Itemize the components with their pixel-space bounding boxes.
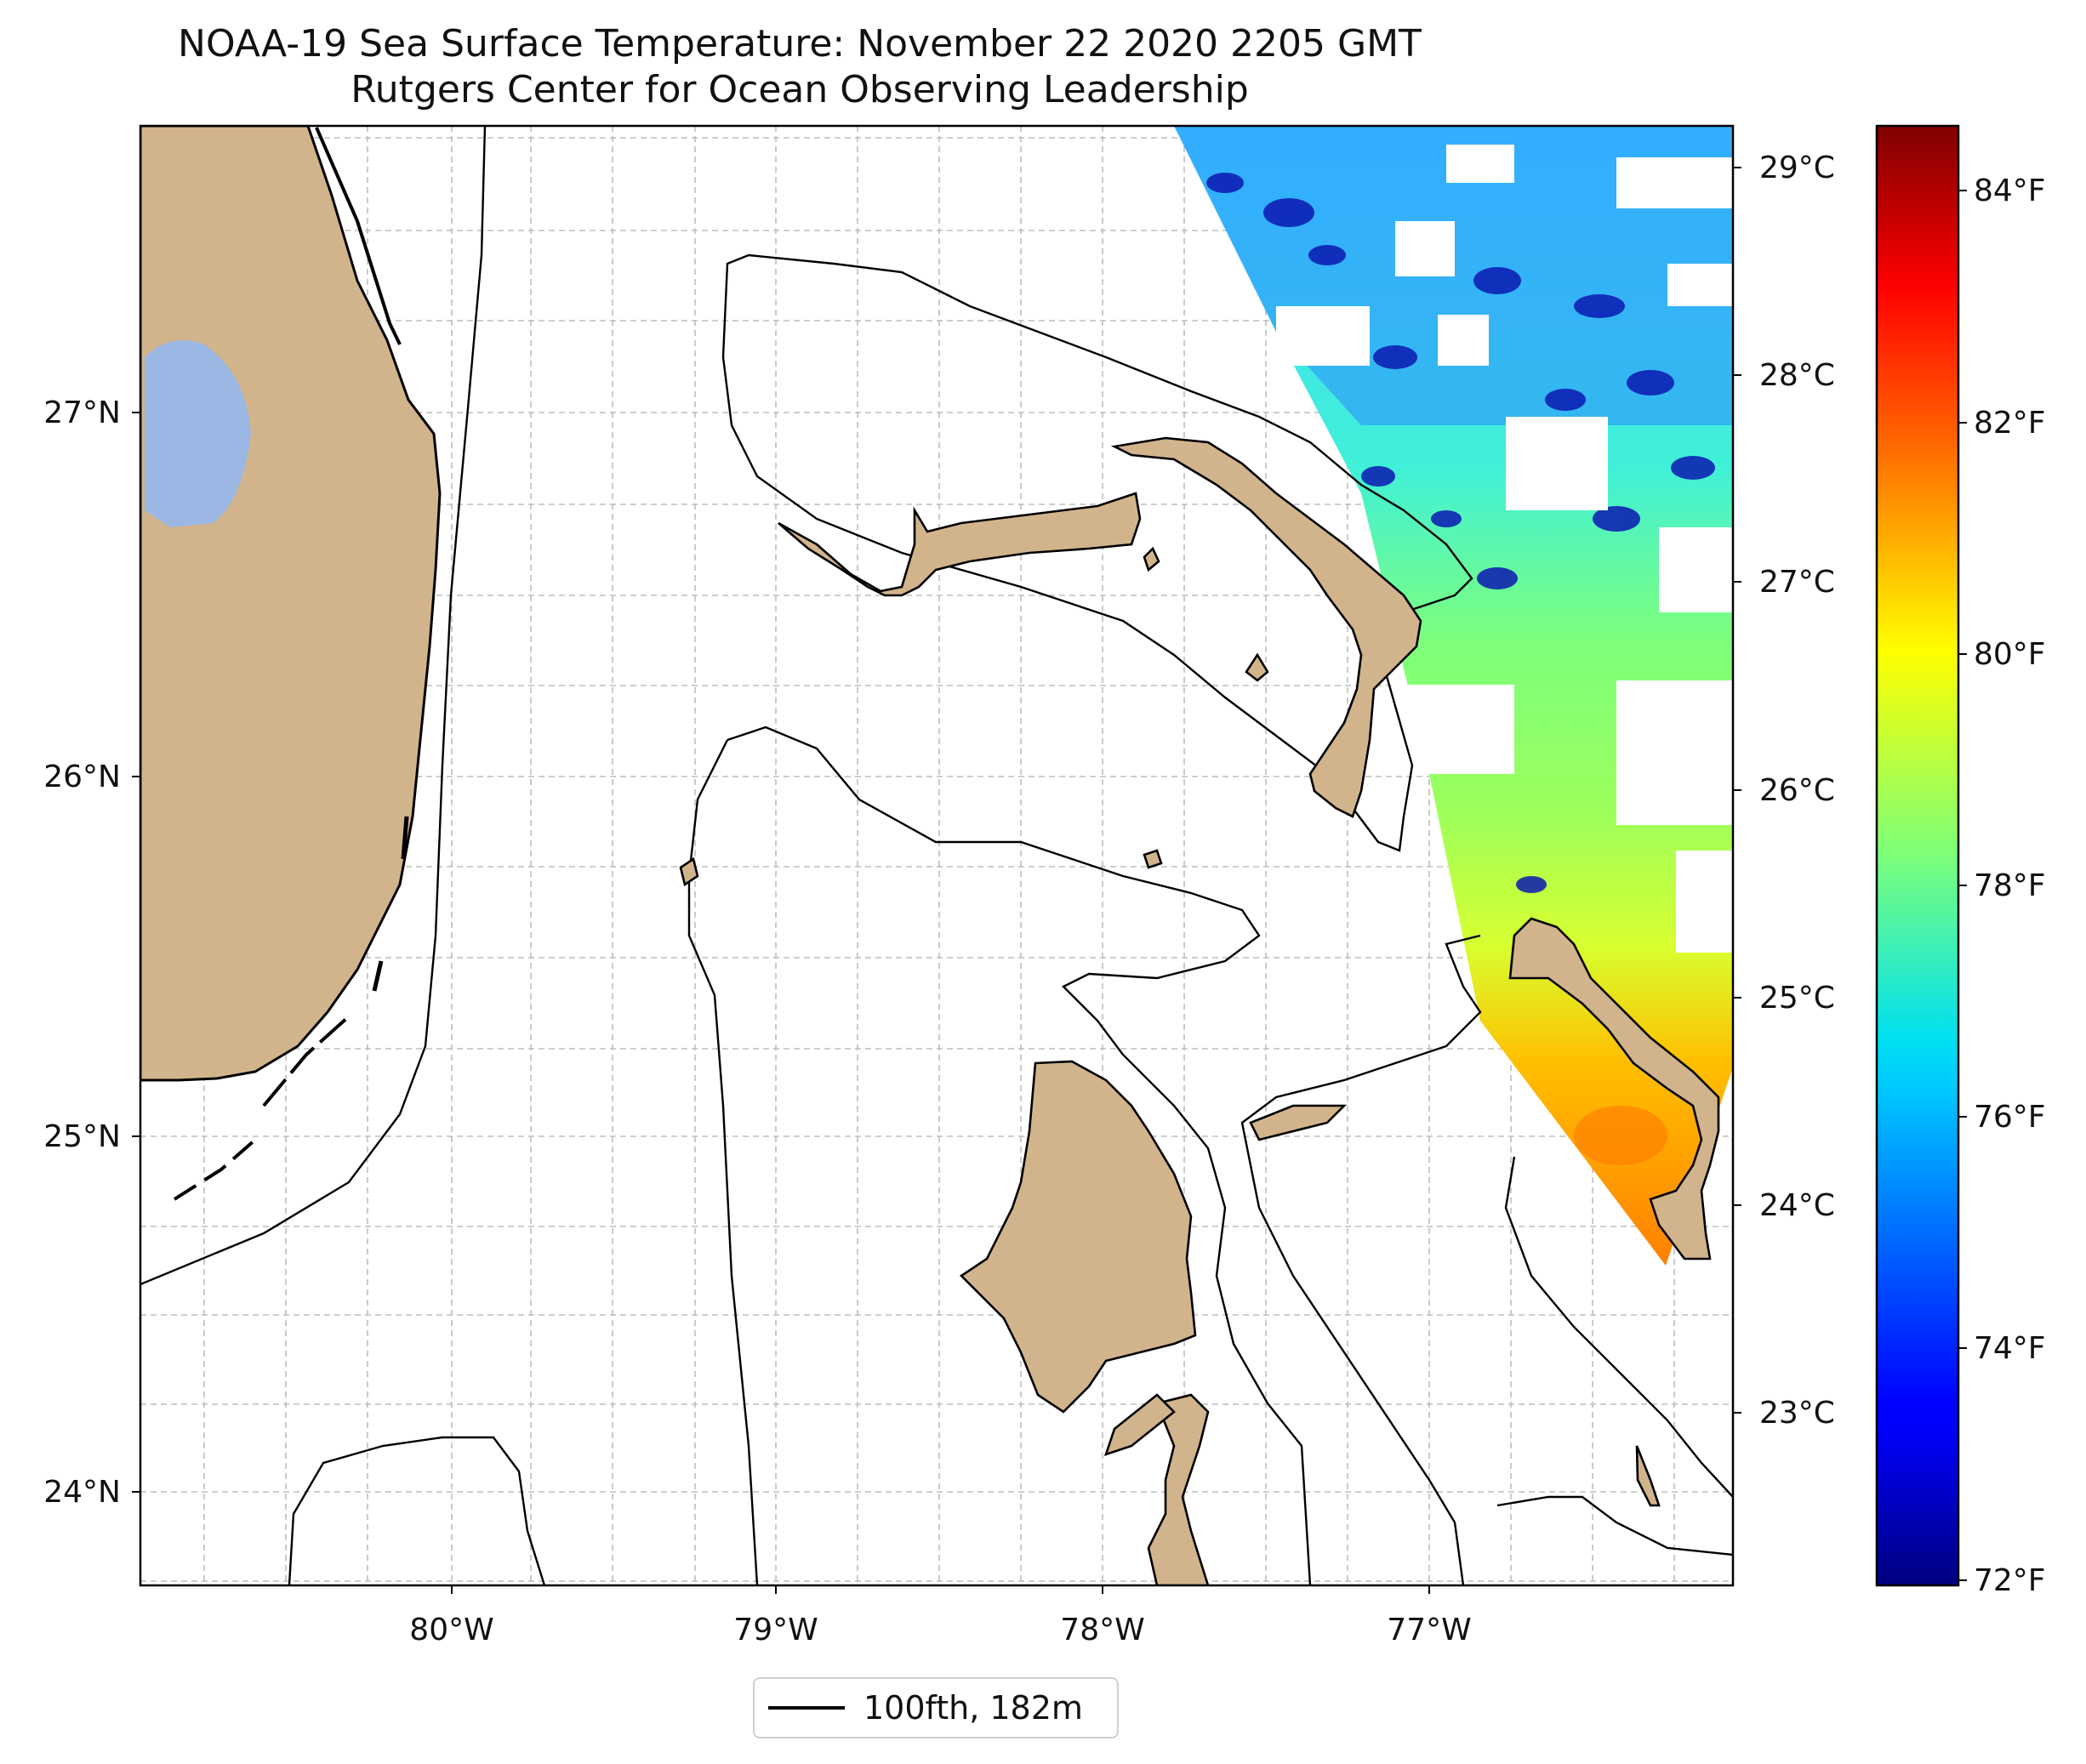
legend-label: 100fth, 182m: [863, 1689, 1083, 1727]
legend: 100fth, 182m: [753, 1677, 1119, 1738]
colorbar-ticks: [1958, 190, 1967, 1581]
map-frame: [139, 124, 1735, 1587]
colorbar-label-82f: 82°F: [1974, 406, 2046, 441]
colorbar-label-74f: 74°F: [1974, 1331, 2046, 1366]
florida-land: [140, 126, 442, 1201]
lat-label-24n: 24°N: [43, 1475, 121, 1510]
colorbar-label-72f: 72°F: [1974, 1563, 2046, 1598]
lon-label-78w: 78°W: [1060, 1613, 1144, 1647]
colorbar-label-76f: 76°F: [1974, 1100, 2046, 1135]
celsius-label-28: 28°C: [1759, 358, 1835, 393]
celsius-label-24: 24°C: [1759, 1188, 1835, 1223]
lat-label-27n: 27°N: [43, 395, 121, 430]
celsius-label-25: 25°C: [1759, 981, 1835, 1016]
map-title: NOAA-19 Sea Surface Temperature: Novembe…: [178, 22, 1422, 65]
lon-label-79w: 79°W: [733, 1613, 818, 1647]
colorbar-label-80f: 80°F: [1974, 637, 2046, 672]
isobath-100fth: [140, 126, 1733, 1585]
axis-ticks: [132, 167, 1741, 1594]
bahamas-islands: [679, 436, 1720, 1585]
celsius-label-23: 23°C: [1759, 1396, 1835, 1431]
lat-label-26n: 26°N: [43, 760, 121, 794]
map-subtitle: Rutgers Center for Ocean Observing Leade…: [351, 68, 1249, 111]
celsius-label-27: 27°C: [1759, 565, 1835, 600]
legend-line-swatch: [768, 1706, 845, 1710]
lon-label-77w: 77°W: [1387, 1613, 1471, 1647]
celsius-label-26: 26°C: [1759, 773, 1835, 808]
lat-label-25n: 25°N: [43, 1119, 121, 1154]
lon-label-80w: 80°W: [409, 1613, 493, 1647]
colorbar-label-84f: 84°F: [1974, 174, 2046, 208]
colorbar-label-78f: 78°F: [1974, 868, 2046, 903]
sst-swath: [1174, 126, 1733, 1266]
colorbar: [1875, 124, 1960, 1587]
celsius-label-29: 29°C: [1759, 151, 1835, 185]
